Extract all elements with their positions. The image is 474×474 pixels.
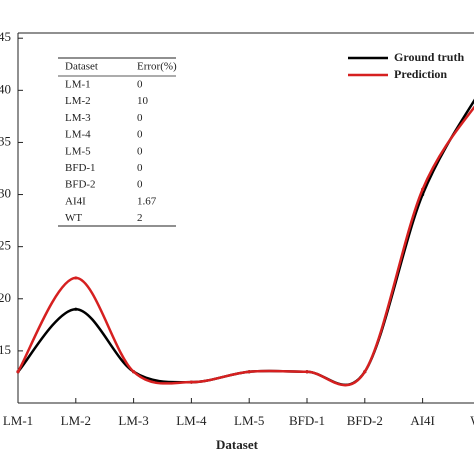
x-tick-label: LM-3 <box>118 413 148 428</box>
table-cell: LM-4 <box>65 129 91 141</box>
y-tick-label: 40 <box>0 81 11 96</box>
point <box>132 370 136 374</box>
point <box>74 307 78 311</box>
x-tick-label: LM-4 <box>176 413 207 428</box>
table-cell: 2 <box>137 212 143 224</box>
y-tick-label: 15 <box>0 342 11 357</box>
table-cell: WT <box>65 212 82 224</box>
y-tick-label: 25 <box>0 238 11 253</box>
point <box>247 370 251 374</box>
point <box>305 370 309 374</box>
point <box>363 370 367 374</box>
table-cell: 0 <box>137 162 143 174</box>
x-tick-label: LM-2 <box>61 413 91 428</box>
point <box>74 276 78 280</box>
table-cell: 0 <box>137 129 143 141</box>
table-cell: 10 <box>137 95 149 107</box>
x-axis-label: Dataset <box>216 437 259 452</box>
x-tick-label: BFD-2 <box>347 413 383 428</box>
table-cell: LM-3 <box>65 112 91 124</box>
y-tick-label: 30 <box>0 186 11 201</box>
point <box>189 380 193 384</box>
x-tick-label: LM-5 <box>234 413 264 428</box>
x-tick-label: BFD-1 <box>289 413 325 428</box>
table-cell: LM-2 <box>65 95 91 107</box>
table-cell: BFD-2 <box>65 179 96 191</box>
y-tick-label: 35 <box>0 133 11 148</box>
table-cell: LM-5 <box>65 145 91 157</box>
y-tick-label: 20 <box>0 290 11 305</box>
table-cell: 0 <box>137 145 143 157</box>
legend-label: Prediction <box>394 67 447 81</box>
y-tick-label: 45 <box>0 29 11 44</box>
table-cell: BFD-1 <box>65 162 96 174</box>
table-cell: 0 <box>137 179 143 191</box>
table-cell: 1.67 <box>137 195 157 207</box>
table-cell: LM-1 <box>65 79 91 91</box>
series-line <box>16 105 474 387</box>
table-cell: 0 <box>137 112 143 124</box>
x-tick-label: WT <box>470 413 474 428</box>
legend: Ground truth Prediction <box>348 50 464 81</box>
error-table: Dataset Error(%) LM-1 0 LM-2 10 LM-3 0 LM-4 0 LM-5… <box>58 57 177 227</box>
point <box>421 187 425 191</box>
legend-label: Ground truth <box>394 50 464 64</box>
table-cell: AI4I <box>65 195 86 207</box>
table-header: Error(%) <box>137 61 177 73</box>
table-cell: 0 <box>137 79 143 91</box>
table-header: Dataset <box>65 61 98 73</box>
x-tick-label: AI4I <box>410 413 435 428</box>
x-tick-label: LM-1 <box>3 413 33 428</box>
point <box>16 370 20 374</box>
